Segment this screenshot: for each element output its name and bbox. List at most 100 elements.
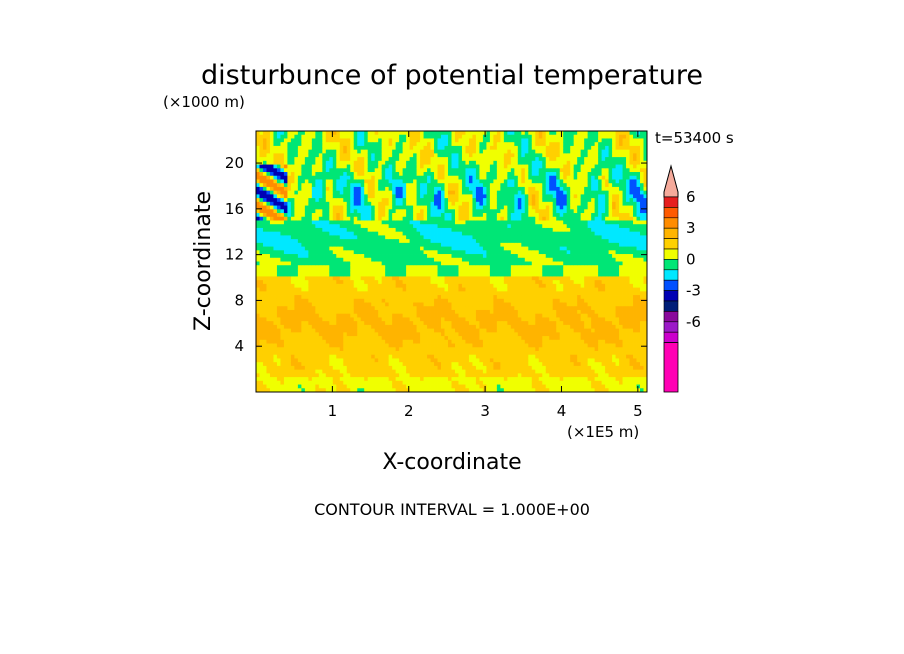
field-cell — [374, 142, 379, 147]
field-cell — [294, 272, 299, 277]
field-cell — [343, 265, 348, 270]
field-cell — [489, 362, 494, 367]
field-cell — [256, 172, 260, 177]
field-cell — [468, 302, 473, 307]
field-cell — [392, 384, 397, 389]
field-cell — [500, 332, 505, 337]
field-cell — [392, 216, 397, 221]
field-cell — [489, 246, 494, 251]
field-cell — [399, 287, 404, 292]
field-cell — [290, 339, 295, 344]
field-cell — [266, 332, 271, 337]
field-cell — [325, 280, 330, 285]
field-cell — [332, 201, 337, 206]
field-cell — [479, 268, 484, 274]
field-cell — [434, 194, 438, 199]
field-cell — [357, 313, 362, 318]
field-cell — [311, 179, 316, 184]
field-cell — [444, 324, 449, 330]
field-cell — [423, 134, 428, 139]
field-cell — [395, 265, 400, 270]
field-cell — [297, 186, 302, 192]
field-cell — [357, 369, 362, 374]
field-cell — [322, 343, 327, 348]
field-cell — [381, 220, 386, 225]
field-cell — [259, 347, 264, 352]
field-cell — [315, 265, 320, 270]
field-cell — [325, 283, 330, 288]
field-cell — [280, 235, 285, 240]
field-cell — [388, 261, 393, 266]
field-cell — [399, 384, 404, 389]
field-cell — [437, 384, 442, 389]
field-cell — [294, 257, 299, 262]
field-cell — [353, 380, 358, 385]
field-cell — [353, 213, 358, 218]
field-cell — [287, 231, 292, 236]
field-cell — [465, 145, 470, 151]
field-cell — [332, 138, 337, 143]
field-cell — [392, 309, 397, 315]
field-cell — [357, 250, 362, 255]
field-cell — [448, 343, 452, 348]
field-cell — [311, 272, 316, 277]
field-cell — [454, 142, 459, 147]
field-cell — [461, 224, 466, 229]
field-cell — [399, 205, 404, 210]
field-cell — [437, 209, 442, 214]
field-cell — [465, 373, 470, 378]
field-cell — [301, 362, 306, 367]
field-cell — [423, 149, 428, 154]
field-cell — [374, 175, 379, 180]
field-cell — [269, 295, 274, 300]
field-cell — [475, 183, 480, 188]
field-cell — [378, 134, 383, 139]
field-cell — [329, 287, 334, 292]
field-cell — [458, 134, 463, 139]
field-cell — [343, 309, 348, 315]
field-cell — [304, 216, 309, 221]
field-cell — [294, 190, 299, 195]
field-cell — [304, 291, 309, 296]
field-cell — [465, 194, 470, 199]
field-cell — [343, 172, 348, 177]
field-cell — [256, 149, 260, 154]
field-cell — [402, 388, 407, 393]
field-cell — [353, 231, 358, 236]
field-cell — [392, 175, 397, 180]
field-cell — [315, 254, 320, 259]
field-cell — [311, 220, 316, 225]
field-cell — [269, 369, 274, 374]
field-cell — [461, 254, 466, 259]
field-cell — [409, 201, 414, 206]
field-cell — [301, 254, 306, 259]
field-cell — [262, 224, 267, 229]
field-cell — [371, 295, 376, 300]
field-cell — [441, 276, 445, 281]
field-cell — [371, 168, 376, 173]
field-cell — [461, 201, 466, 206]
field-cell — [290, 201, 295, 206]
field-cell — [297, 384, 302, 389]
field-cell — [262, 362, 267, 367]
field-cell — [413, 205, 417, 210]
field-cell — [500, 362, 505, 367]
field-cell — [489, 194, 494, 199]
field-cell — [301, 149, 306, 154]
field-cell — [482, 347, 487, 352]
field-cell — [454, 350, 459, 356]
field-cell — [444, 172, 449, 177]
field-cell — [311, 209, 316, 214]
field-cell — [434, 317, 438, 322]
field-cell — [434, 164, 438, 169]
field-cell — [468, 272, 473, 277]
field-cell — [308, 343, 313, 348]
field-cell — [402, 239, 407, 244]
field-cell — [360, 254, 365, 259]
field-cell — [381, 313, 386, 318]
field-cell — [374, 145, 379, 151]
field-cell — [388, 380, 393, 385]
field-cell — [287, 194, 292, 199]
field-cell — [339, 272, 344, 277]
field-cell — [454, 257, 459, 262]
